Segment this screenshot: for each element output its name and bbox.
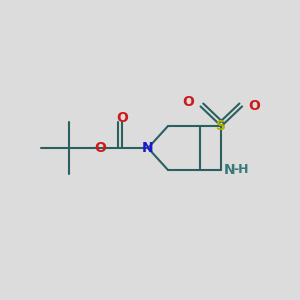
Text: -H: -H [233, 163, 249, 176]
Text: S: S [216, 119, 226, 133]
Text: O: O [116, 111, 128, 125]
Text: N: N [223, 163, 235, 177]
Text: O: O [94, 141, 106, 155]
Text: N: N [142, 141, 154, 155]
Text: O: O [183, 95, 195, 110]
Text: O: O [248, 99, 260, 113]
